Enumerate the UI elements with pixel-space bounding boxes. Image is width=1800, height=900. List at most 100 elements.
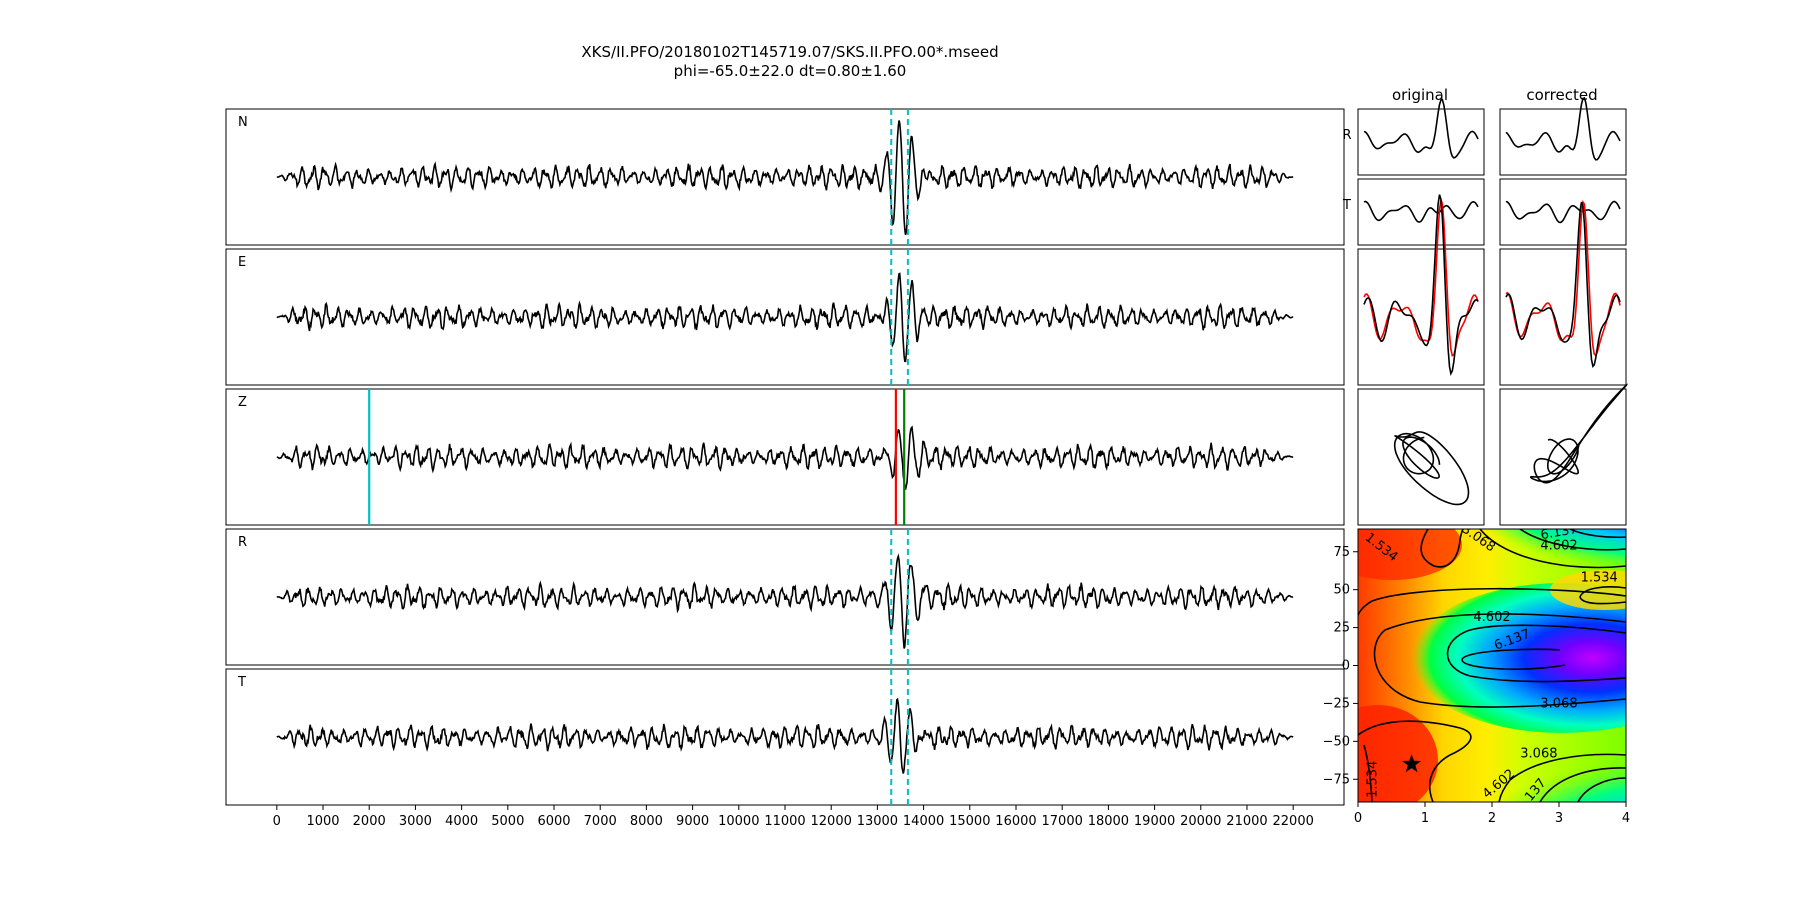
x-tick-label: 18000 — [1088, 814, 1129, 829]
trace-frame — [225, 248, 1345, 386]
mini-frame — [1499, 178, 1627, 246]
contour-line — [1461, 648, 1566, 670]
mini-panel — [1357, 99, 1485, 176]
trace-label: Z — [238, 395, 247, 410]
row-label-t: T — [1342, 198, 1351, 213]
trace-panel-e: E — [225, 248, 1345, 386]
mini-frame — [1357, 248, 1485, 386]
contour-label: 4.602 — [1540, 539, 1577, 554]
mini-panel — [1499, 200, 1627, 386]
grid-basin-middle — [1412, 583, 1626, 733]
grid-x-tick-label: 3 — [1555, 811, 1563, 826]
mini-panel — [1357, 178, 1485, 246]
grid-basin-bottom — [1420, 720, 1626, 802]
contour-line — [1363, 744, 1373, 802]
contour-line — [1498, 753, 1626, 802]
x-tick-label: 10000 — [718, 814, 759, 829]
contour-line — [1479, 529, 1626, 569]
grid-y-tick-label: 25 — [1333, 621, 1350, 636]
energy-grid-panel: 1.534 3.068 6.1374.6021.5344.6026.1373.068… — [1323, 528, 1631, 826]
trace-label: T — [237, 675, 246, 690]
grid-x-tick-label: 4 — [1622, 811, 1630, 826]
contour-label: 4.602 — [1473, 610, 1510, 625]
column-title-original: original — [1392, 86, 1448, 104]
grid-axes: 0 1 2 3 4 75 50 25 0 −25 −50 −75 — [1323, 545, 1631, 826]
mini-panel — [1499, 178, 1627, 246]
grid-y-tick-label: 0 — [1342, 659, 1350, 674]
time-axis: 0 1000 2000 3000 4000 5000 6000 7000 8000 9000 100… — [273, 805, 1314, 829]
radial-trace — [1363, 99, 1479, 159]
x-tick-label: 17000 — [1042, 814, 1083, 829]
contour-line — [1539, 767, 1626, 802]
trace-waveform — [276, 697, 1294, 774]
trace-frame — [225, 388, 1345, 526]
mini-frame — [1499, 108, 1627, 176]
grid-y-tick-label: −50 — [1323, 734, 1350, 749]
trace-frame — [225, 668, 1345, 806]
window-comparison-panels — [1357, 96, 1629, 526]
contour-line — [1358, 587, 1626, 634]
grid-x-tick-label: 1 — [1421, 811, 1429, 826]
x-tick-label: 1000 — [306, 814, 339, 829]
radial-trace — [1505, 96, 1621, 161]
figure-title: XKS/II.PFO/20180102T145719.07/SKS.II.PFO… — [581, 43, 998, 61]
slow-trace — [1363, 194, 1479, 376]
mini-panel — [1357, 194, 1485, 386]
grid-minimum-region — [1358, 705, 1438, 802]
contour-label: 3.068 — [1540, 696, 1577, 711]
grid-y-tick-label: 50 — [1333, 583, 1350, 598]
trace-waveform — [276, 120, 1294, 236]
mini-frame — [1357, 388, 1485, 526]
trace-panels: N E Z R T — [225, 108, 1345, 806]
contour-label: 1.534 — [1366, 761, 1381, 798]
contour-line — [1579, 586, 1626, 605]
mini-frame — [1499, 388, 1627, 526]
particle-motion-trace — [1530, 383, 1629, 484]
trace-panel-t: T — [225, 668, 1345, 806]
x-tick-label: 3000 — [399, 814, 432, 829]
fast-trace — [1363, 199, 1479, 357]
x-tick-label: 12000 — [811, 814, 852, 829]
transverse-trace — [1363, 200, 1479, 223]
x-tick-label: 22000 — [1273, 814, 1314, 829]
mini-frame — [1357, 108, 1485, 176]
contour-line — [1446, 624, 1626, 683]
x-tick-label: 13000 — [857, 814, 898, 829]
x-tick-label: 16000 — [995, 814, 1036, 829]
slow-trace — [1505, 201, 1621, 369]
trace-panel-n: N — [225, 108, 1345, 246]
contour-line — [1569, 529, 1626, 539]
fast-trace — [1505, 200, 1621, 357]
grid-x-tick-label: 0 — [1354, 811, 1362, 826]
contour-label: 3.068 — [1520, 746, 1557, 761]
trace-waveform — [276, 425, 1294, 490]
x-tick-label: 14000 — [903, 814, 944, 829]
x-tick-label: 4000 — [445, 814, 478, 829]
x-tick-label: 11000 — [764, 814, 805, 829]
particle-motion-trace — [1393, 431, 1470, 506]
x-tick-label: 6000 — [537, 814, 570, 829]
contour-line — [1373, 613, 1626, 708]
contour-line — [1358, 720, 1472, 802]
x-tick-label: 2000 — [353, 814, 386, 829]
mini-panel — [1357, 388, 1485, 526]
trace-panel-r: R — [225, 528, 1345, 666]
trace-waveform — [276, 553, 1294, 649]
grid-x-tick-label: 2 — [1488, 811, 1496, 826]
grid-y-tick-label: 75 — [1333, 545, 1350, 560]
trace-waveform — [276, 272, 1294, 363]
x-tick-label: 9000 — [676, 814, 709, 829]
mini-frame — [1499, 248, 1627, 386]
contour-line — [1420, 529, 1464, 568]
contour-line — [1519, 529, 1626, 551]
grid-y-tick-label: −75 — [1323, 772, 1350, 787]
trace-label: E — [238, 255, 246, 270]
x-tick-label: 19000 — [1134, 814, 1175, 829]
trace-label: N — [238, 115, 248, 130]
x-tick-label: 7000 — [584, 814, 617, 829]
contour-line — [1577, 777, 1626, 802]
mini-panel — [1499, 383, 1629, 526]
x-tick-label: 21000 — [1226, 814, 1267, 829]
trace-panel-z: Z — [225, 388, 1345, 526]
